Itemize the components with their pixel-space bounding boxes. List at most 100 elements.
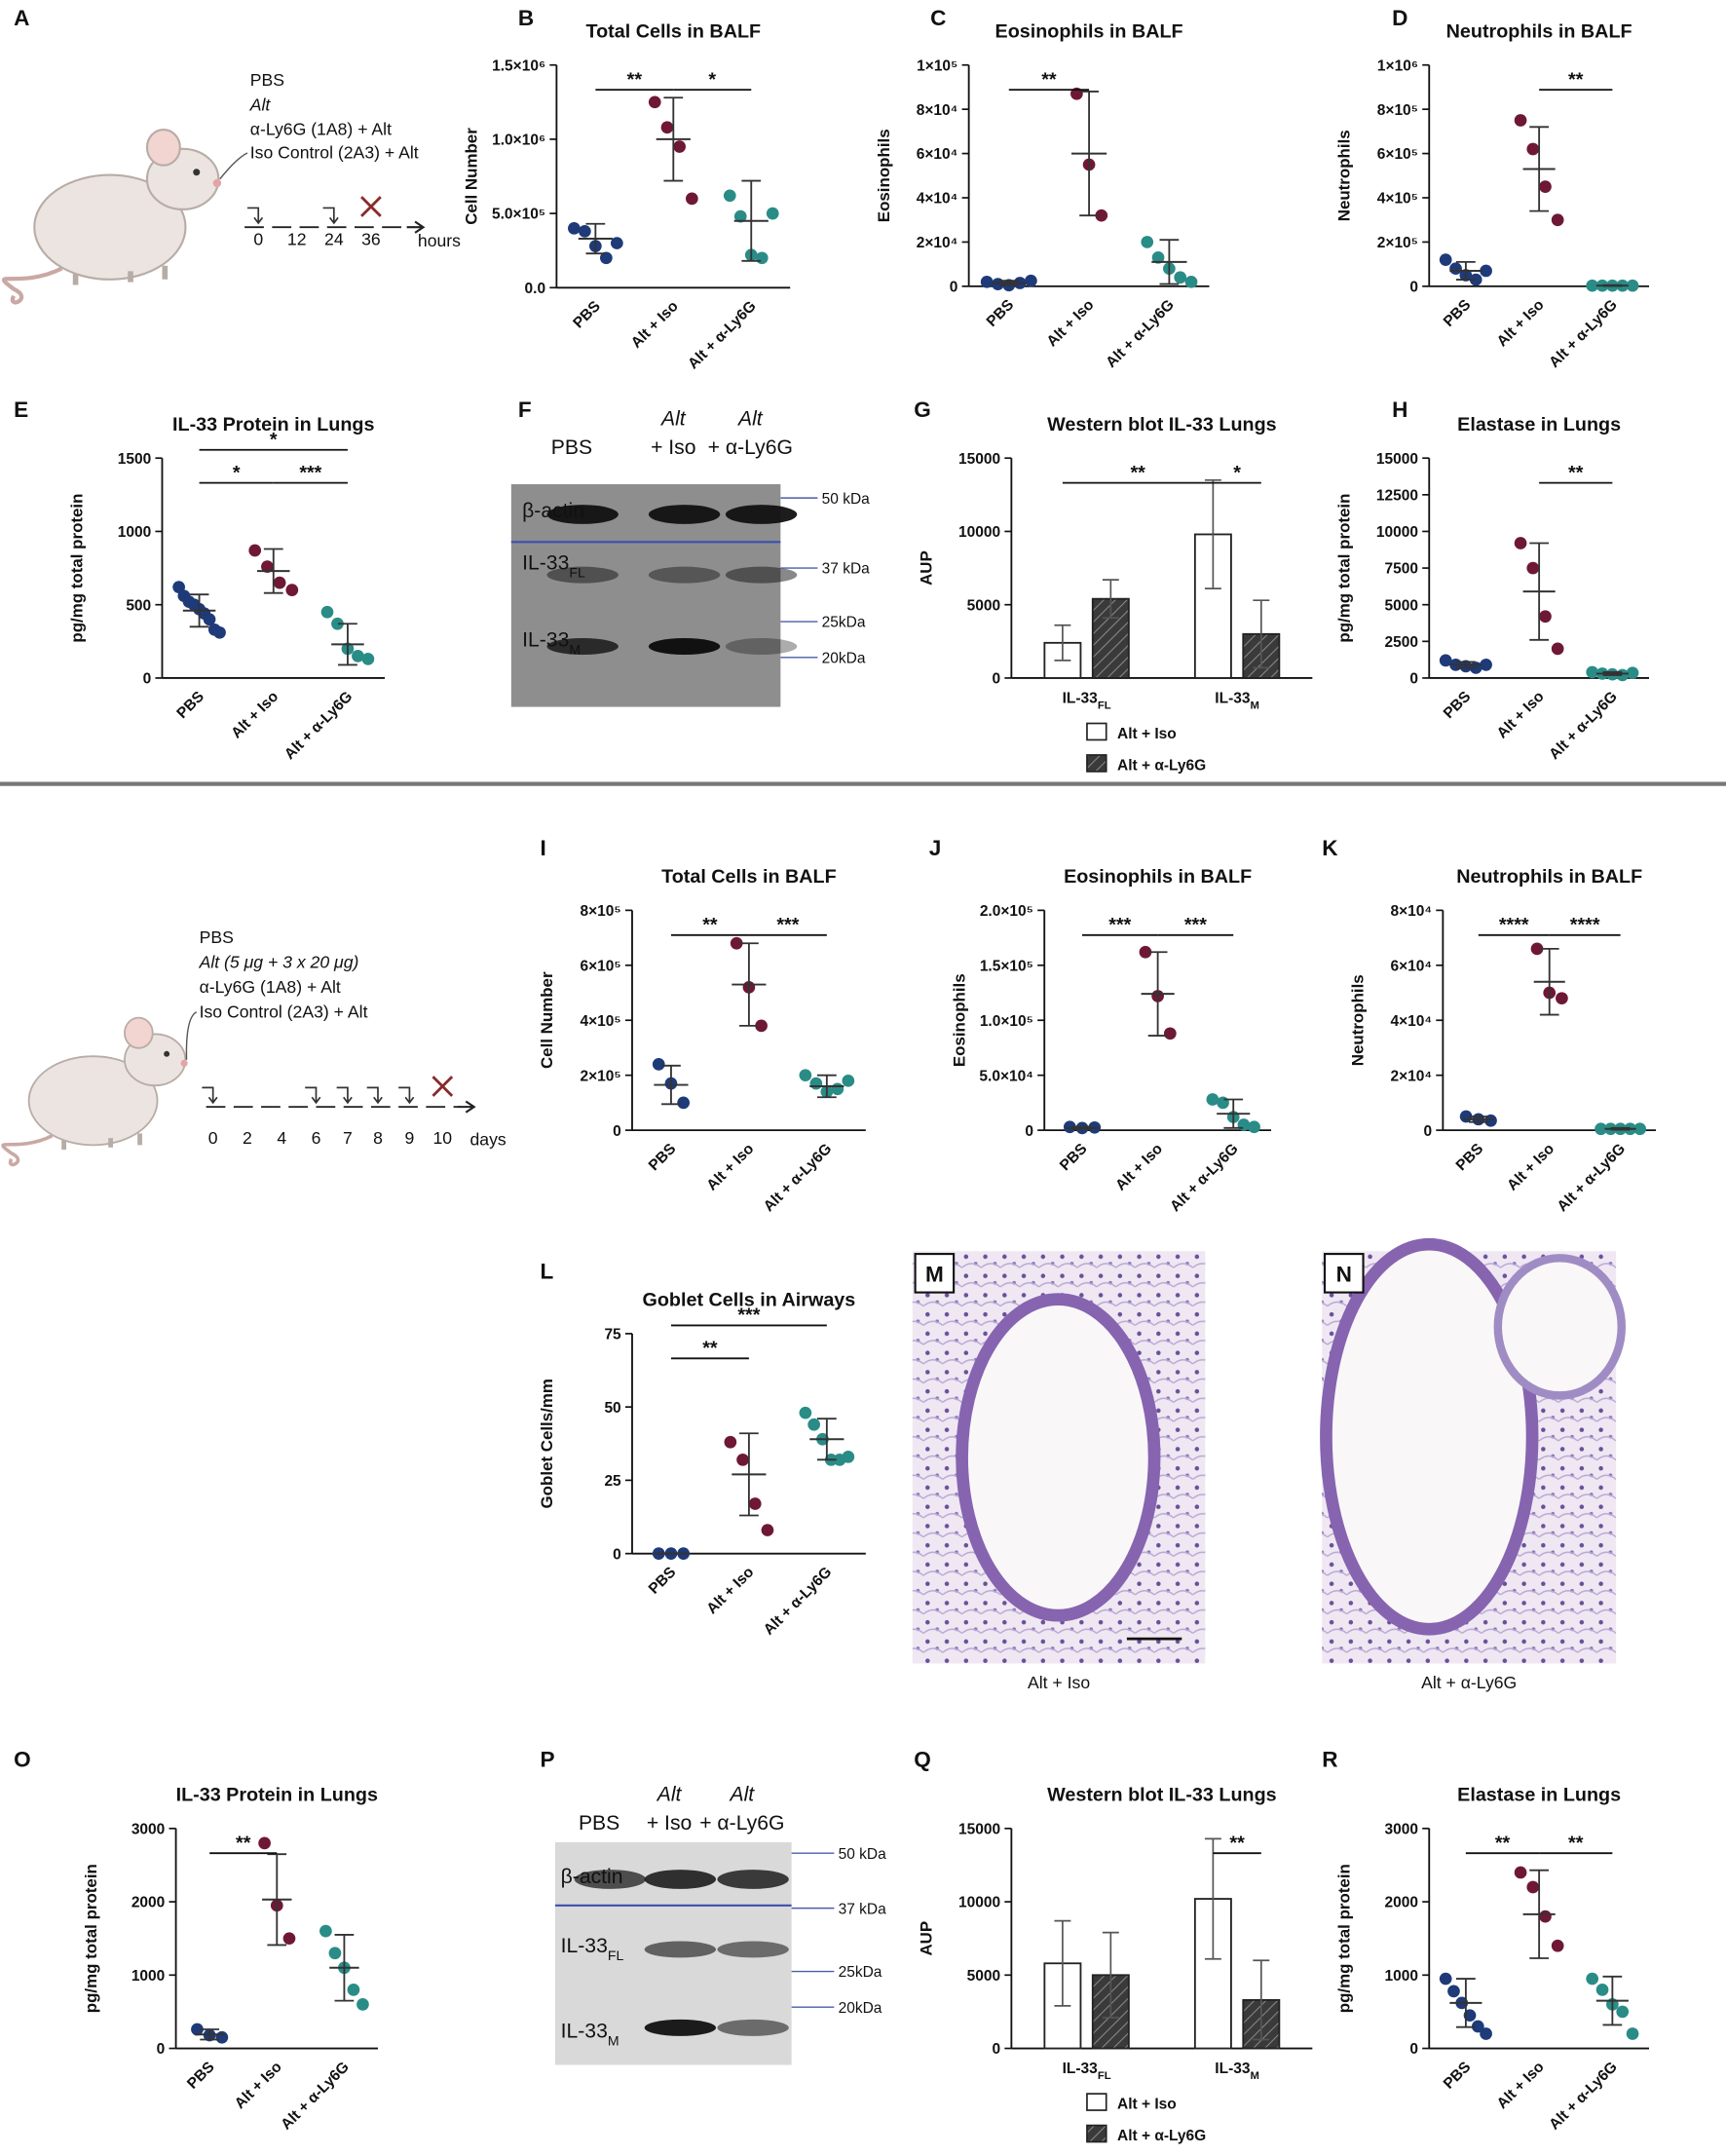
sd-error-bar [263,548,283,594]
band-subscript: M [569,642,581,658]
y-tick-label: 0 [992,2041,1000,2058]
chart-title: Eosinophils in BALF [1064,866,1252,888]
band-label: IL-33M [522,629,581,658]
sd-error-bar [741,179,762,262]
treatment-label: α-Ly6G (1A8) + Alt [200,977,341,997]
y-tick-label: 2×10⁴ [917,235,958,251]
data-point [213,625,226,639]
lane-header: + Iso [647,1812,692,1834]
y-tick-label: 50 [604,1400,620,1417]
marker-label: 50 kDa [839,1846,886,1863]
error-bar [1102,579,1119,620]
sd-error-bar [816,1074,837,1099]
y-tick-label: 5000 [967,1968,1000,1985]
y-tick-label: 1000 [1384,1968,1417,1985]
chart-title: Elastase in Lungs [1457,414,1621,435]
chart-title: Western blot IL-33 Lungs [1047,414,1277,435]
mouse-legs [61,1133,142,1151]
data-point [191,2023,204,2036]
data-point [730,936,743,950]
y-tick-label: 1.5×10⁵ [980,958,1033,974]
sd-error-bar [267,1853,287,1947]
y-tick-label: 2.0×10⁵ [980,903,1033,920]
band-label: IL-33FL [561,1935,624,1963]
pointer-line [185,1011,198,1060]
sd-error-bar [1079,91,1099,217]
marker-label: 37 kDa [822,561,870,578]
data-point [331,617,344,630]
mouse-eye [164,1050,170,1057]
data-point [660,121,674,134]
injection-arrow [246,207,264,225]
letter-box [1323,1253,1365,1294]
data-point [1514,1866,1527,1879]
sd-error-bar [1529,542,1550,641]
sd-error-bar [189,593,209,628]
data-point [273,576,286,589]
band-name: β-actin [522,500,584,522]
lane-header: Alt [728,1784,755,1806]
blot-band [717,1870,789,1889]
mouse-nose [180,1059,188,1068]
lane-header: Alt [659,407,687,430]
y-tick-label: 0 [1409,2041,1418,2058]
x-tick-label: IL-33M [1215,2061,1259,2082]
sd-error-bar [334,1933,355,2002]
error-bar [1054,1919,1071,2007]
y-tick-label: 4×10⁴ [1390,1013,1432,1030]
endpoint-cross [360,196,382,217]
panel-letter: Q [914,1747,931,1771]
significance-label: ** [702,915,718,936]
y-tick-label: 8×10⁵ [1377,102,1418,119]
significance-label: *** [1108,915,1131,936]
sd-error-bar [1147,951,1168,1037]
band-label: IL-33M [561,2020,619,2048]
y-tick-label: 0 [613,1123,621,1140]
y-tick-label: 5.0×10⁵ [492,207,545,223]
data-point [1626,2027,1639,2040]
band-name: β-actin [561,1866,623,1888]
injection-arrow [366,1086,383,1105]
category-name: IL-33 [1215,2061,1251,2077]
mouse-body [33,173,187,281]
y-tick-label: 4×10⁴ [917,191,958,208]
mouse-ear [145,128,181,167]
blot-band [725,566,798,584]
panel-letter: P [540,1747,554,1771]
data-point [361,653,375,665]
y-tick-label: 2000 [131,1895,165,1911]
data-point [992,278,1004,290]
y-tick-label: 0 [1409,280,1418,296]
sd-error-bar [998,280,1019,286]
y-tick-label: 500 [126,597,151,614]
data-point [799,1406,812,1419]
data-point [1141,236,1154,248]
treatment-label: PBS [200,927,234,947]
timeline-label: 6 [312,1128,321,1148]
timeline-label: 7 [343,1128,353,1148]
y-axis-label: Neutrophils [1334,130,1353,221]
injection-arrow [305,1086,321,1105]
sd-error-bar [338,623,357,666]
timeline-label: 24 [324,230,344,249]
sd-error-bar [1456,260,1476,281]
panel-letter: O [14,1747,31,1771]
injection-arrow [322,207,339,225]
blot-band [717,1941,789,1958]
marker-label: 20kDa [822,650,866,666]
histology-caption: Alt + Iso [1028,1673,1090,1692]
y-tick-label: 1.5×10⁶ [492,57,545,74]
category-name: IL-33 [1063,2061,1099,2077]
significance-label: ** [1041,69,1057,91]
data-point [1151,250,1165,264]
panel-letter: E [14,397,28,422]
data-point [809,1077,823,1090]
timeline-arrow [457,1100,476,1114]
data-point [1237,1118,1251,1131]
data-point [1586,1972,1599,1986]
y-tick-label: 2×10⁵ [1377,235,1418,251]
panel-letter: A [14,6,29,30]
data-point [1248,1120,1260,1134]
letter-box [914,1253,956,1294]
